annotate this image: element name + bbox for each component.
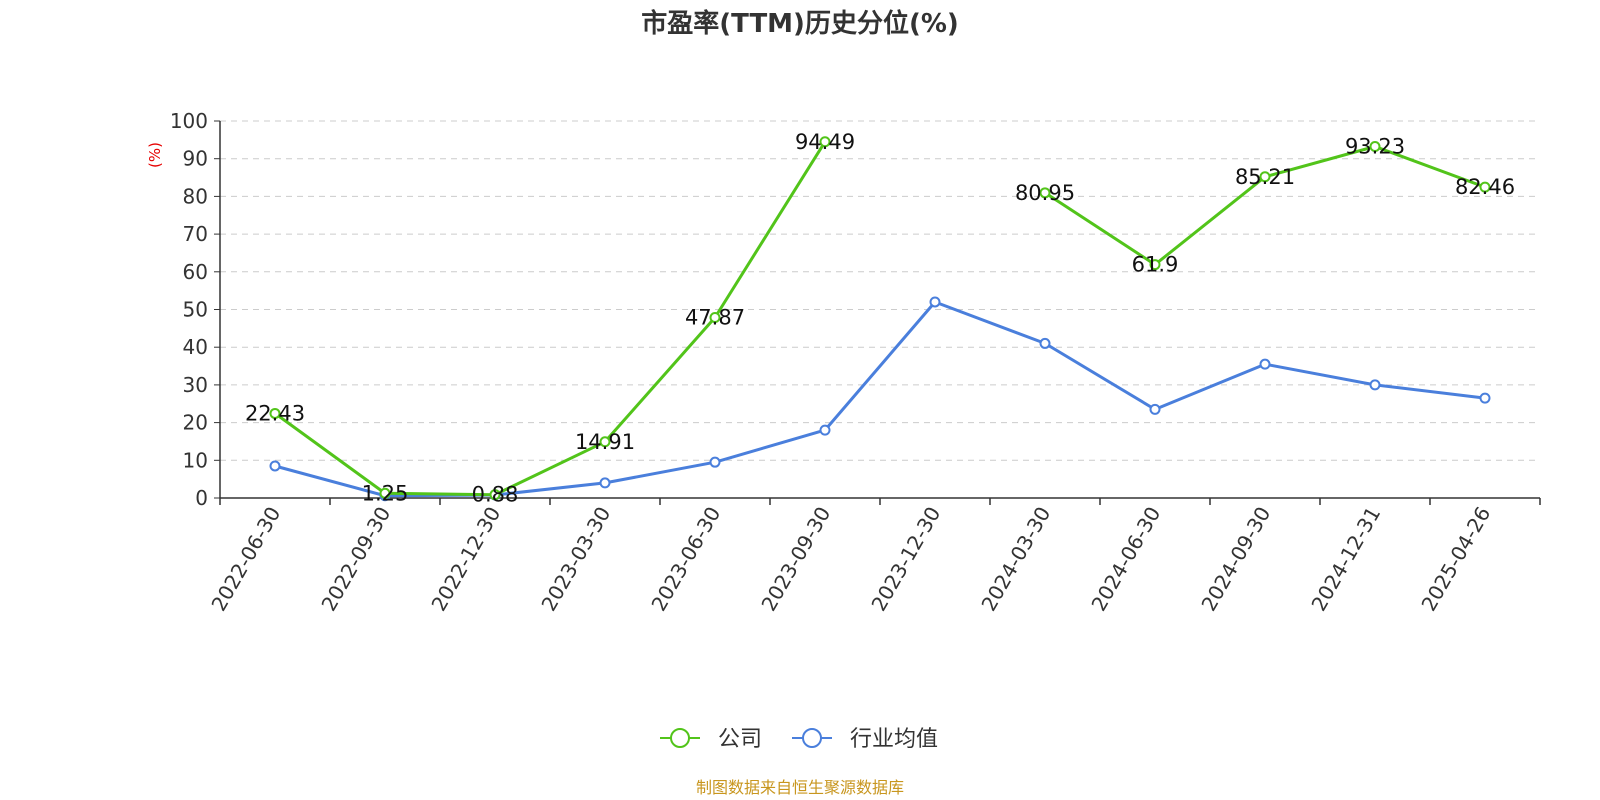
x-tick-label: 2025-04-26 <box>1416 503 1495 616</box>
data-label-company: 0.88 <box>472 483 519 507</box>
data-point-company[interactable] <box>709 312 721 324</box>
data-point-company[interactable] <box>1479 181 1491 193</box>
data-point-industry-average[interactable] <box>269 460 281 472</box>
series-line-industry-average <box>274 300 1486 498</box>
axes: 0 10 20 30 40 50 60 70 80 90 100 2022-06-30 2022-09-… <box>170 109 1541 616</box>
y-tick-label: 90 <box>183 147 208 171</box>
data-labels: 22.43 1.25 0.88 14.91 47.87 94.49 80.95 61.9 85.… <box>245 130 1515 507</box>
series-lines <box>269 136 1491 502</box>
data-label-company: 94.49 <box>795 130 855 154</box>
legend-marker-circle-industry-average <box>802 728 822 748</box>
y-tick-label: 10 <box>183 448 208 472</box>
x-tick-label: 2023-12-30 <box>866 503 945 616</box>
data-point-industry-average[interactable] <box>1259 358 1271 370</box>
data-point-company[interactable] <box>819 136 831 148</box>
data-label-company: 82.46 <box>1455 175 1515 199</box>
data-point-industry-average[interactable] <box>819 424 831 436</box>
data-point-company[interactable] <box>269 407 281 419</box>
y-tick-label: 80 <box>183 184 208 208</box>
series-line-company <box>274 141 827 497</box>
data-point-industry-average[interactable] <box>1149 403 1161 415</box>
x-tick-label: 2022-06-30 <box>206 503 285 616</box>
data-point-industry-average[interactable] <box>709 456 721 468</box>
legend-marker-circle-company <box>670 728 690 748</box>
data-point-industry-average[interactable] <box>599 477 611 489</box>
data-point-company[interactable] <box>1149 259 1161 271</box>
y-tick-label: 20 <box>183 411 208 435</box>
data-point-industry-average[interactable] <box>929 296 941 308</box>
y-tick-label: 100 <box>170 109 208 133</box>
data-point-company[interactable] <box>489 489 501 501</box>
data-point-company[interactable] <box>599 436 611 448</box>
data-label-company: 85.21 <box>1235 165 1295 189</box>
data-point-industry-average[interactable] <box>1369 379 1381 391</box>
data-point-company[interactable] <box>1039 187 1051 199</box>
y-tick-label: 40 <box>183 335 208 359</box>
gridlines <box>220 120 1540 461</box>
source-note: 制图数据来自恒生聚源数据库 <box>696 778 904 797</box>
legend-item-company[interactable]: 公司 <box>660 727 762 752</box>
y-tick-label: 50 <box>183 298 208 322</box>
y-tick-label: 70 <box>183 222 208 246</box>
y-axis-unit-label: (%) <box>146 142 164 168</box>
data-point-company[interactable] <box>1259 171 1271 183</box>
x-tick-label: 2024-06-30 <box>1086 503 1165 616</box>
data-point-industry-average[interactable] <box>1479 392 1491 404</box>
y-tick-label: 30 <box>183 373 208 397</box>
data-label-company: 14.91 <box>575 430 635 454</box>
data-label-company: 1.25 <box>362 481 409 505</box>
data-point-company[interactable] <box>1369 141 1381 153</box>
x-tick-label: 2024-12-31 <box>1306 503 1385 616</box>
x-tick-label: 2022-12-30 <box>426 503 505 616</box>
data-point-company[interactable] <box>379 487 391 499</box>
y-tick-label: 0 <box>195 486 208 510</box>
legend-label-industry-average: 行业均值 <box>850 727 938 752</box>
x-tick-label: 2023-09-30 <box>756 503 835 616</box>
chart-title: 市盈率(TTM)历史分位(%) <box>641 8 959 39</box>
legend[interactable]: 公司 行业均值 <box>660 727 938 752</box>
data-label-company: 80.95 <box>1015 181 1075 205</box>
x-tick-label: 2023-03-30 <box>536 503 615 616</box>
data-label-company: 93.23 <box>1345 135 1405 159</box>
x-tick-label: 2024-03-30 <box>976 503 1055 616</box>
data-label-company: 47.87 <box>685 306 745 330</box>
x-tick-label: 2022-09-30 <box>316 503 395 616</box>
legend-label-company: 公司 <box>718 727 762 752</box>
x-tick-label: 2024-09-30 <box>1196 503 1275 616</box>
data-point-industry-average[interactable] <box>1039 337 1051 349</box>
legend-item-industry-average[interactable]: 行业均值 <box>792 727 938 752</box>
y-tick-label: 60 <box>183 260 208 284</box>
x-tick-label: 2023-06-30 <box>646 503 725 616</box>
data-label-company: 61.9 <box>1132 253 1179 277</box>
data-label-company: 22.43 <box>245 401 305 425</box>
